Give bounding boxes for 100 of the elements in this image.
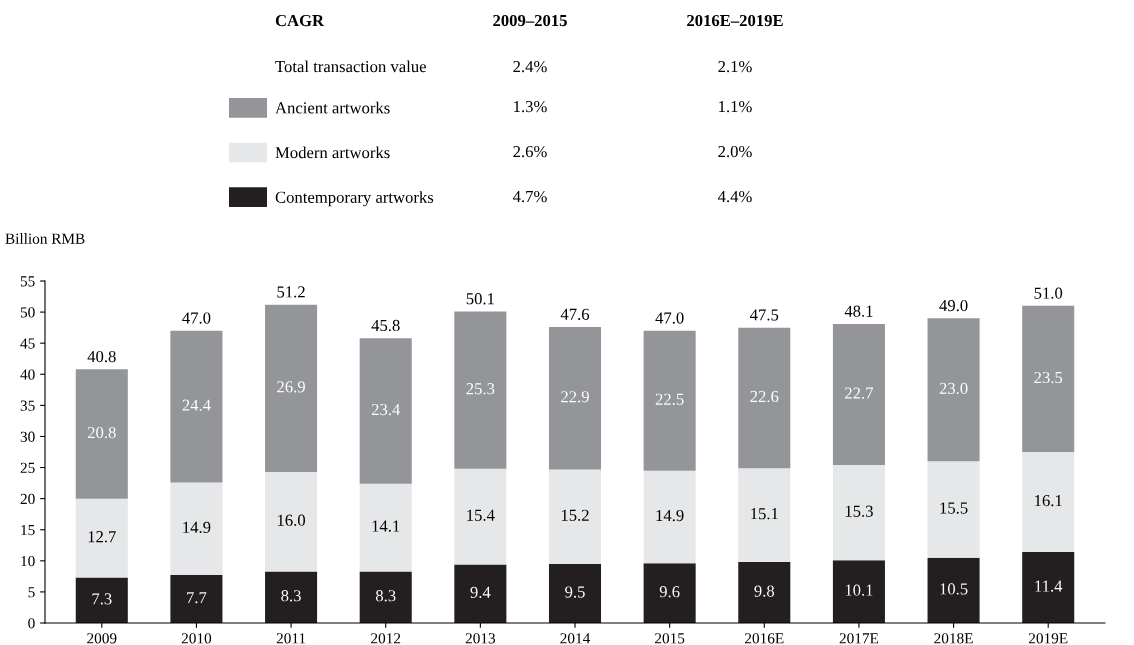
- bar: [643, 330, 696, 471]
- bar: [170, 330, 223, 483]
- data-label: 22.6: [750, 390, 779, 403]
- data-label: 16.0: [277, 514, 306, 526]
- bar: [548, 327, 602, 470]
- y-tick-label: 10: [21, 555, 35, 567]
- x-tick-label: 2017E: [839, 633, 879, 644]
- data-label: 15.3: [845, 505, 873, 517]
- data-label: 14.9: [183, 521, 211, 534]
- y-tick-label: 45: [20, 338, 35, 349]
- x-tick-label: 2011: [276, 633, 306, 644]
- text: 2.1%: [718, 60, 752, 73]
- y-tick-label: 20: [20, 493, 35, 505]
- x-tick-label: 2019E: [1028, 633, 1068, 644]
- bar: [75, 577, 128, 623]
- bar: [548, 469, 602, 564]
- data-label: 26.9: [277, 381, 305, 393]
- y-tick-label: 5: [28, 587, 35, 598]
- bar: [359, 571, 412, 623]
- data-label: 15.2: [561, 509, 589, 521]
- bar: [1022, 452, 1075, 553]
- text: 2.0%: [718, 145, 752, 158]
- total-label: 40.8: [87, 350, 116, 363]
- y-tick-label: 0: [28, 618, 35, 629]
- legend-label: Ancient artworks: [275, 101, 390, 114]
- x-tick-label: 2012: [371, 633, 401, 644]
- bar: [738, 562, 791, 623]
- y-axis-title: Billion RMB: [5, 233, 85, 244]
- x-tick-label: 2015: [655, 633, 685, 644]
- y-tick-label: 50: [20, 307, 35, 318]
- bar: [832, 323, 885, 466]
- data-label: 14.1: [372, 520, 400, 532]
- data-label: 8.3: [375, 590, 396, 602]
- data-label: 8.3: [281, 590, 301, 602]
- data-label: 7.3: [92, 593, 112, 605]
- data-label: 23.5: [1034, 371, 1063, 384]
- x-tick-label: 2018E: [934, 633, 973, 644]
- data-label: 11.4: [1035, 580, 1063, 592]
- bar: [927, 318, 980, 462]
- bar: [170, 482, 223, 576]
- y-tick-label: 25: [20, 462, 35, 473]
- bar: [265, 471, 318, 572]
- data-label: 9.5: [565, 586, 585, 598]
- bar: [75, 369, 128, 499]
- bar: [454, 468, 507, 565]
- bar: [927, 461, 980, 558]
- text: 1.3%: [514, 100, 547, 113]
- y-tick-label: 40: [20, 369, 35, 380]
- x-tick-label: 2016E: [745, 633, 784, 644]
- data-label: 24.4: [182, 399, 211, 411]
- data-label: 16.1: [1035, 495, 1062, 507]
- text: 1.1%: [719, 100, 752, 113]
- data-label: 10.1: [845, 584, 873, 596]
- data-label: 22.5: [655, 393, 684, 405]
- bar: [75, 498, 128, 578]
- y-tick-label: 55: [20, 276, 35, 287]
- bar: [359, 483, 412, 572]
- bar: [1022, 552, 1075, 623]
- bar: [1022, 305, 1075, 452]
- text: 2.4%: [513, 60, 547, 73]
- total-label: 47.5: [750, 309, 779, 321]
- legend-label: Contemporary artworks: [275, 191, 434, 207]
- bar: [738, 327, 791, 469]
- x-tick-label: 2013: [465, 633, 496, 644]
- text: 4.7%: [512, 190, 547, 203]
- data-label: 23.0: [939, 382, 968, 395]
- total-label: 51.0: [1034, 287, 1063, 299]
- bar: [927, 557, 980, 623]
- bar: [832, 465, 885, 561]
- bar: [832, 560, 885, 623]
- data-label: 22.7: [845, 387, 874, 399]
- text: 2016E–2019E: [687, 14, 783, 27]
- x-tick-label: 2010: [181, 633, 212, 644]
- total-label: 50.1: [466, 293, 494, 305]
- x-tick-label: 2009: [87, 633, 117, 644]
- y-tick-label: 35: [20, 400, 35, 411]
- total-label: 49.0: [939, 299, 968, 312]
- data-label: 12.7: [88, 531, 116, 543]
- text: 2.6%: [513, 145, 547, 158]
- data-label: 10.5: [940, 583, 968, 595]
- bar: [548, 563, 602, 623]
- total-label: 48.1: [844, 305, 873, 317]
- data-label: 14.9: [656, 509, 684, 522]
- total-label: 47.6: [560, 308, 590, 320]
- y-tick-label: 15: [21, 524, 35, 536]
- data-label: 9.8: [754, 585, 775, 597]
- data-label: 22.9: [561, 391, 589, 403]
- bar: [738, 468, 791, 563]
- data-label: 15.1: [751, 508, 778, 520]
- bar: [170, 575, 223, 623]
- y-tick-label: 30: [20, 431, 35, 442]
- text: 4.4%: [717, 190, 752, 203]
- bar: [643, 470, 696, 564]
- total-label: 47.0: [182, 312, 211, 324]
- bar: [265, 304, 318, 472]
- data-label: 25.3: [466, 383, 495, 395]
- bar: [454, 311, 507, 469]
- text: Total transaction value: [275, 60, 426, 73]
- data-label: 7.7: [187, 592, 207, 604]
- data-label: 15.4: [467, 509, 495, 521]
